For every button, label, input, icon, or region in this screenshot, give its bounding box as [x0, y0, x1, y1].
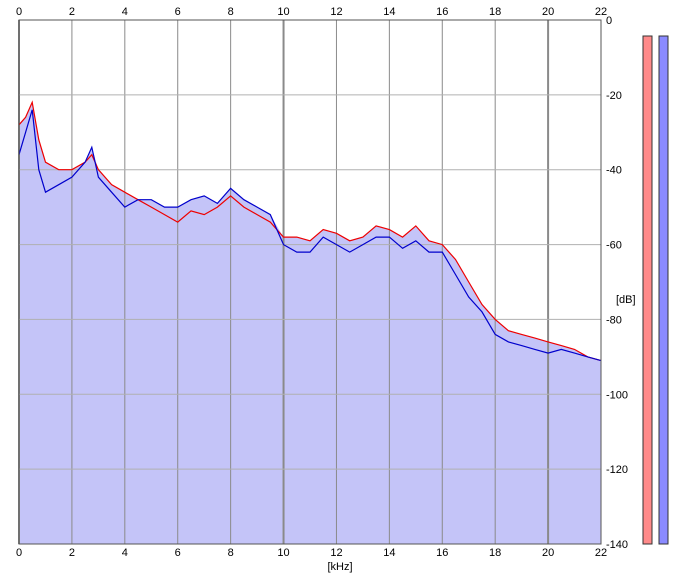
- x-tick-label-top: 14: [383, 6, 395, 18]
- x-tick-label-top: 22: [595, 6, 607, 18]
- x-tick-label-top: 8: [228, 6, 234, 18]
- series-lines: [18, 100, 602, 362]
- x-tick-label-bottom: 22: [595, 547, 607, 559]
- x-tick-label-top: 6: [175, 6, 181, 18]
- x-tick-label-top: 12: [330, 6, 342, 18]
- x-tick-labels-top: 0 2 4 6 8 10 12 14 16 18 20 22: [16, 6, 607, 18]
- x-tick-label-bottom: 14: [383, 547, 395, 559]
- y-tick-label: 0: [606, 15, 612, 27]
- x-tick-label-bottom: 4: [122, 547, 128, 559]
- spectrum-fill: [19, 102, 601, 545]
- x-tick-label-bottom: 6: [175, 547, 181, 559]
- x-tick-label-bottom: 8: [228, 547, 234, 559]
- x-tick-label-top: 18: [489, 6, 501, 18]
- plot-border: [18, 19, 602, 545]
- y-tick-label: -140: [606, 539, 628, 551]
- y-tick-label: -80: [606, 314, 622, 326]
- x-tick-label-bottom: 2: [69, 547, 75, 559]
- x-tick-label-top: 10: [277, 6, 289, 18]
- x-tick-label-top: 0: [16, 6, 22, 18]
- y-tick-label: -100: [606, 389, 628, 401]
- x-tick-labels-bottom: 0 2 4 6 8 10 12 14 16 18 20 22: [16, 547, 607, 559]
- y-tick-label: -120: [606, 464, 628, 476]
- x-tick-label-bottom: 20: [542, 547, 554, 559]
- series-line-blue: [18, 109, 602, 362]
- level-meter-left: [642, 35, 653, 545]
- series-line-red: [18, 100, 602, 362]
- x-tick-label-top: 2: [69, 6, 75, 18]
- x-tick-label-bottom: 10: [277, 547, 289, 559]
- x-axis-label: [kHz]: [327, 561, 352, 573]
- x-tick-label-top: 20: [542, 6, 554, 18]
- y-axis-label: [dB]: [616, 294, 636, 306]
- x-tick-label-bottom: 16: [436, 547, 448, 559]
- level-meter-right: [658, 35, 669, 545]
- x-tick-label-top: 4: [122, 6, 128, 18]
- x-tick-label-bottom: 0: [16, 547, 22, 559]
- x-tick-label-top: 16: [436, 6, 448, 18]
- x-tick-label-bottom: 12: [330, 547, 342, 559]
- y-tick-label: -60: [606, 240, 622, 252]
- y-tick-label: -40: [606, 165, 622, 177]
- plot-frame: [18, 19, 602, 545]
- y-tick-label: -20: [606, 90, 622, 102]
- y-tick-labels: 0 -20 -40 -60 -80 -100 -120 -140: [606, 15, 628, 551]
- spectrum-fill-area: [19, 102, 601, 545]
- x-tick-label-bottom: 18: [489, 547, 501, 559]
